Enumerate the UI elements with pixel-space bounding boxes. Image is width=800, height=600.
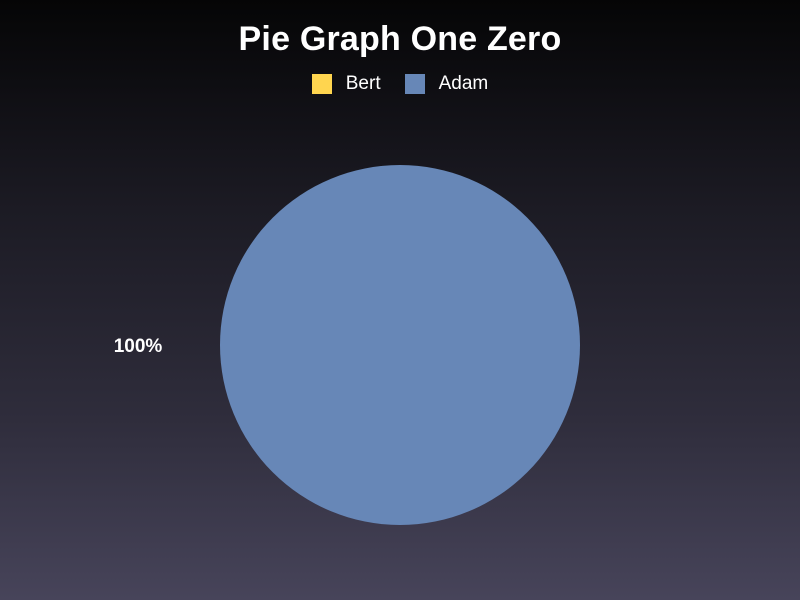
chart-title: Pie Graph One Zero [238, 20, 562, 58]
legend-swatch-adam [404, 74, 425, 94]
legend-label-adam: Adam [438, 73, 489, 94]
legend-item-bert[interactable]: Bert [311, 73, 381, 95]
pie-slice-adam[interactable] [220, 165, 580, 525]
slice-label-adam: 100% [114, 336, 163, 357]
legend-label-bert: Bert [345, 73, 381, 94]
legend-swatch-bert [311, 74, 332, 94]
legend-item-adam[interactable]: Adam [404, 73, 489, 95]
pie-slices [220, 165, 580, 525]
chart-legend: Bert Adam [0, 73, 800, 95]
